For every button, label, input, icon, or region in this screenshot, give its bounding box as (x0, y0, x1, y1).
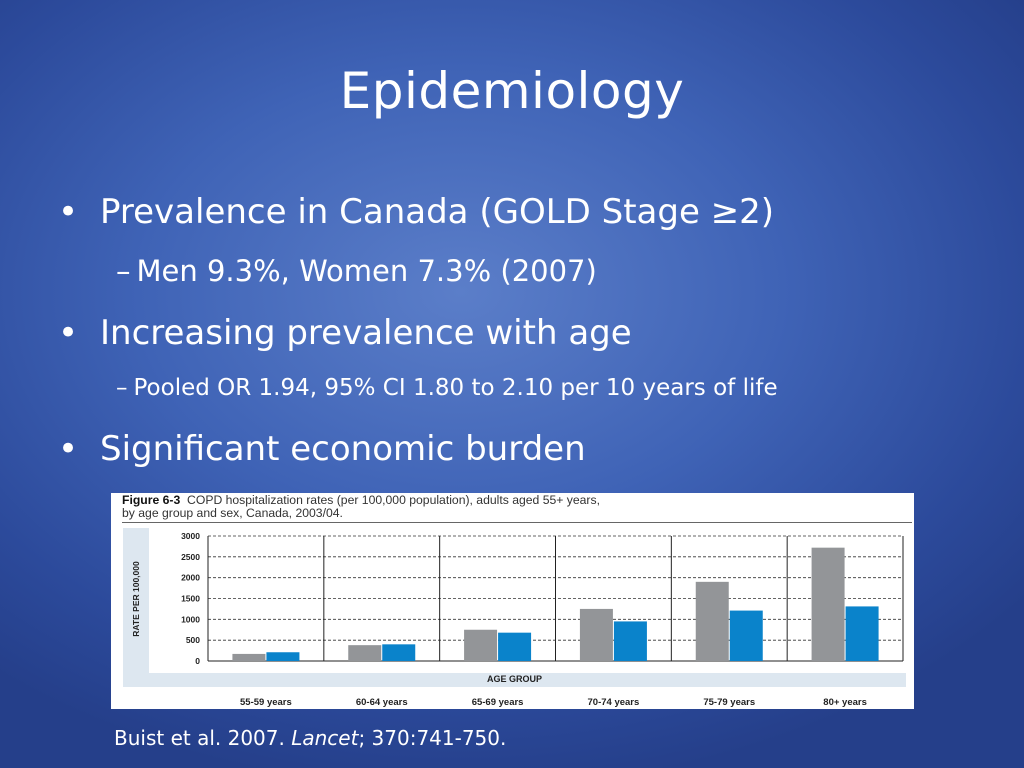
bar-series-2 (729, 610, 763, 661)
y-tick-label: 1000 (181, 614, 200, 624)
sub-bullet-item: – Men 9.3%, Women 7.3% (2007) (116, 254, 597, 288)
bar-series-1 (811, 547, 845, 661)
bullet-text: Prevalence in Canada (GOLD Stage ≥2) (100, 192, 775, 232)
bar-series-1 (579, 608, 613, 661)
bar-series-1 (232, 653, 266, 661)
y-tick-label: 3000 (181, 531, 200, 541)
bar-series-2 (613, 621, 647, 661)
y-tick-label: 2500 (181, 552, 200, 562)
bullet-text: Significant economic burden (100, 429, 586, 469)
y-tick-label: 0 (195, 656, 200, 666)
bar-series-2 (845, 606, 879, 661)
bar-series-1 (348, 645, 382, 661)
figure-caption-line2: by age group and sex, Canada, 2003/04. (122, 506, 343, 520)
bar-series-2 (498, 632, 532, 661)
citation-ref: ; 370:741-750. (358, 726, 507, 750)
x-tick-label: 75-79 years (703, 697, 755, 708)
x-tick-label: 80+ years (823, 697, 867, 708)
bullet-item: • Prevalence in Canada (GOLD Stage ≥2) (58, 192, 774, 232)
sub-bullet-text: Men 9.3%, Women 7.3% (2007) (136, 254, 597, 288)
chart-figure: Figure 6-3 COPD hospitalization rates (p… (111, 493, 914, 709)
bullet-glyph: • (58, 192, 79, 232)
citation-journal: Lancet (291, 726, 359, 750)
bullet-text: Increasing prevalence with age (100, 313, 632, 353)
citation: Buist et al. 2007. Lancet; 370:741-750. (114, 726, 506, 750)
y-tick-label: 2000 (181, 573, 200, 583)
y-axis-label-panel (123, 528, 149, 673)
x-tick-label: 70-74 years (588, 697, 640, 708)
figure-caption: Figure 6-3 COPD hospitalization rates (p… (122, 494, 600, 520)
bullet-glyph: • (58, 429, 79, 469)
bar-series-2 (266, 652, 300, 661)
caption-divider (122, 522, 912, 523)
bar-series-2 (382, 644, 416, 661)
bullet-item: • Significant economic burden (58, 429, 586, 469)
y-tick-label: 1500 (181, 594, 200, 604)
bullet-item: • Increasing prevalence with age (58, 313, 632, 353)
x-tick-label: 60-64 years (356, 697, 408, 708)
citation-authors: Buist et al. 2007. (114, 726, 292, 750)
sub-bullet-text: Pooled OR 1.94, 95% CI 1.80 to 2.10 per … (133, 375, 778, 401)
x-tick-label: 65-69 years (472, 697, 524, 708)
x-axis-title-panel: AGE GROUP (123, 673, 906, 687)
x-tick-label: 55-59 years (240, 697, 292, 708)
slide-title: Epidemiology (339, 62, 685, 120)
bullet-glyph: • (58, 313, 79, 353)
bar-series-1 (464, 629, 498, 661)
figure-caption-line1: COPD hospitalization rates (per 100,000 … (187, 493, 600, 507)
y-tick-label: 500 (186, 635, 200, 645)
bar-series-1 (695, 581, 729, 661)
sub-bullet-item: – Pooled OR 1.94, 95% CI 1.80 to 2.10 per… (116, 375, 778, 401)
dash-glyph: – (116, 375, 128, 401)
dash-glyph: – (116, 254, 131, 288)
x-axis-title: AGE GROUP (486, 674, 542, 684)
bar-chart: 0 500 1000 1500 2000 2500 3000 55-59 years 60-64… (181, 531, 904, 708)
figure-label: Figure 6-3 (122, 493, 181, 507)
